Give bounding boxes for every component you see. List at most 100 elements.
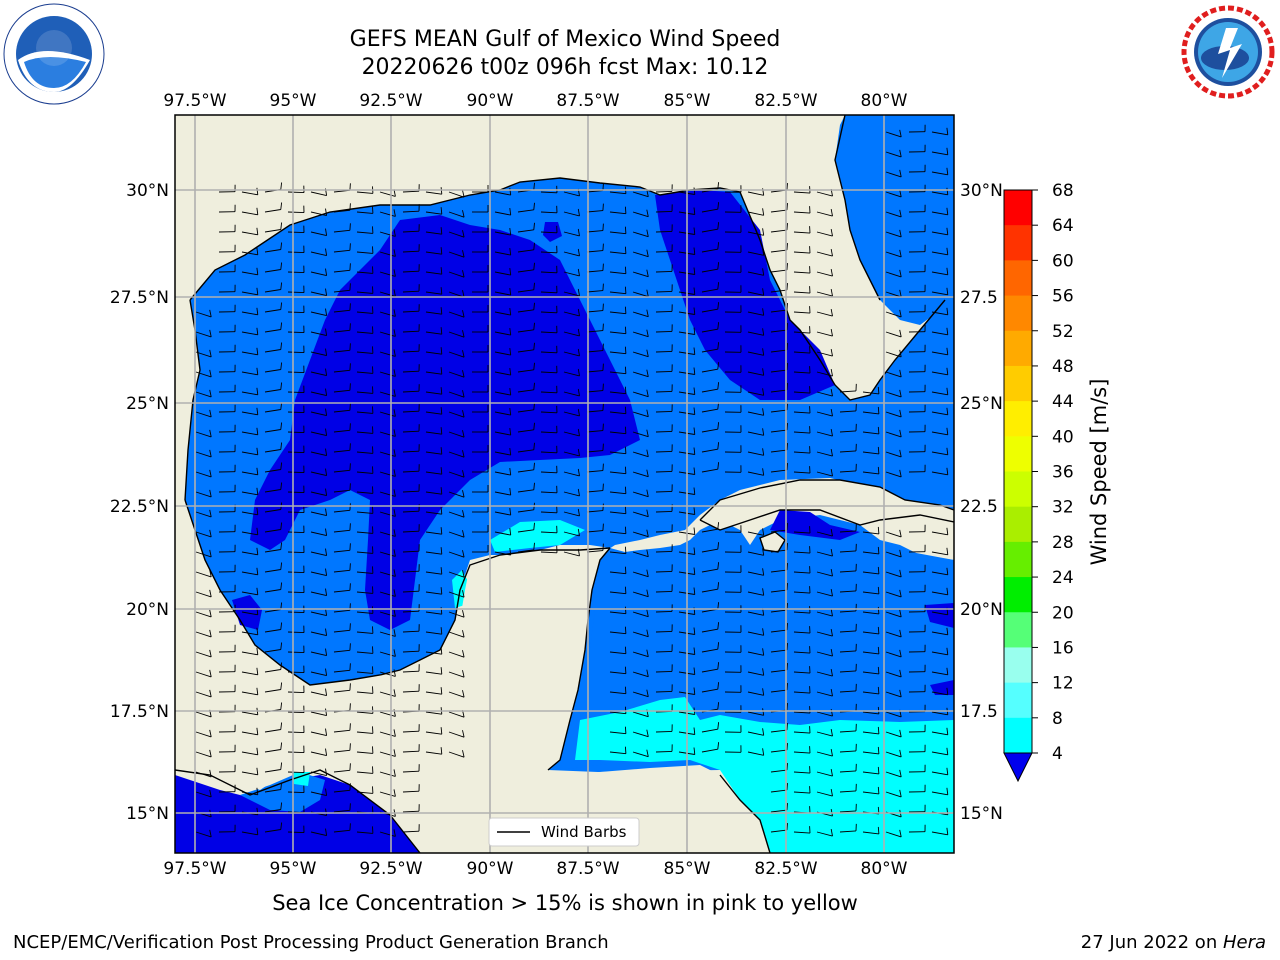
wind-barb-flag [646,409,649,417]
wind-barb [931,631,948,636]
wind-barb [931,411,948,416]
wind-barb [701,388,718,393]
wind-barb-flag [325,568,328,576]
wind-barb [425,251,442,255]
wind-barb [609,711,626,715]
wind-barb-flag [533,182,535,190]
wind-barb [770,389,787,393]
wind-barb [379,291,396,297]
wind-barb-flag [624,266,627,274]
wind-barb-flag [830,449,833,457]
wind-barb-flag [899,269,902,277]
wind-barb [356,411,373,414]
wind-barb-flag [946,567,949,575]
wind-barb-flag [280,382,283,390]
wind-barb-flag [209,469,212,477]
wind-barb [448,331,465,338]
wind-barb [931,791,948,796]
wind-barb [563,291,580,297]
wind-barb-flag [209,549,212,557]
wind-barb-flag [393,429,396,437]
wind-barb [195,571,212,578]
wind-barb [402,670,420,673]
wind-barb-flag [325,448,328,456]
wind-barb [195,711,212,718]
wind-barb [632,711,649,718]
wind-barb-flag [830,329,833,337]
wind-barb-flag [646,629,649,637]
wind-barb [609,411,626,415]
wind-barb-flag [509,208,512,216]
colorbar-tick-label: 64 [1052,216,1074,236]
wind-barb [287,831,305,834]
wind-barb [632,391,649,398]
wind-barb-flag [602,303,604,311]
wind-barb [816,611,833,617]
wind-barb [264,549,281,553]
wind-barb-flag [393,349,396,357]
wind-barb [195,551,212,558]
wind-barb-flag [280,782,283,790]
wind-barb [862,691,879,695]
wind-barb [816,451,833,457]
wind-barb [310,391,327,397]
wind-barb [494,391,511,396]
wind-barb-flag [209,669,212,677]
wind-barb [770,309,787,313]
wind-barb [770,729,787,733]
wind-barb [425,231,442,235]
wind-barb-flag [946,247,949,255]
wind-barb [264,229,281,233]
wind-barb [402,510,420,513]
bottom-lon-label: 80°W [861,859,908,879]
wind-barb [609,531,626,535]
wind-barb [379,471,396,477]
wind-barb [241,311,258,316]
wind-barb [310,471,327,477]
wind-barb-flag [577,348,580,356]
wind-barb [356,571,373,574]
wind-barb [885,791,902,798]
wind-barb-flag [280,562,283,570]
wind-barb [448,551,465,558]
wind-barb-flag [624,646,627,654]
wind-barb [770,229,787,233]
wind-barb [448,231,465,238]
wind-barb-flag [256,647,259,655]
wind-barb-flag [624,226,627,234]
wind-barb-flag [325,688,328,696]
wind-barb-flag [946,187,949,195]
wind-barb-flag [646,729,649,737]
wind-barb-flag [646,269,649,277]
top-lon-label: 85°W [664,91,711,111]
wind-barb-flag [624,666,627,674]
wind-barb-flag [717,602,720,610]
wind-barb [770,829,787,833]
wind-barb [425,191,442,195]
wind-barb [885,611,902,618]
wind-barb [448,251,465,258]
wind-barb [333,249,350,253]
wind-barb [310,771,327,777]
wind-barb [770,689,787,693]
wind-barb [379,591,396,597]
wind-barb [310,751,327,757]
wind-barb [793,291,811,294]
wind-barb-flag [693,587,696,595]
wind-barb-flag [602,343,604,351]
wind-barb [287,191,305,194]
yucatan-land [420,548,610,770]
wind-barb [931,671,948,676]
wind-barb [264,389,281,393]
wind-barb-flag [717,622,720,630]
wind-barb-flag [577,308,580,316]
wind-barb [885,131,902,138]
wind-barb-flag [946,427,949,435]
wind-barb [356,771,373,774]
wind-barb [195,331,212,338]
wind-barb-flag [325,268,328,276]
wind-barb [287,791,305,794]
wind-barb [379,311,396,317]
wind-barb-flag [393,409,396,417]
wind-barb-flag [717,702,720,710]
